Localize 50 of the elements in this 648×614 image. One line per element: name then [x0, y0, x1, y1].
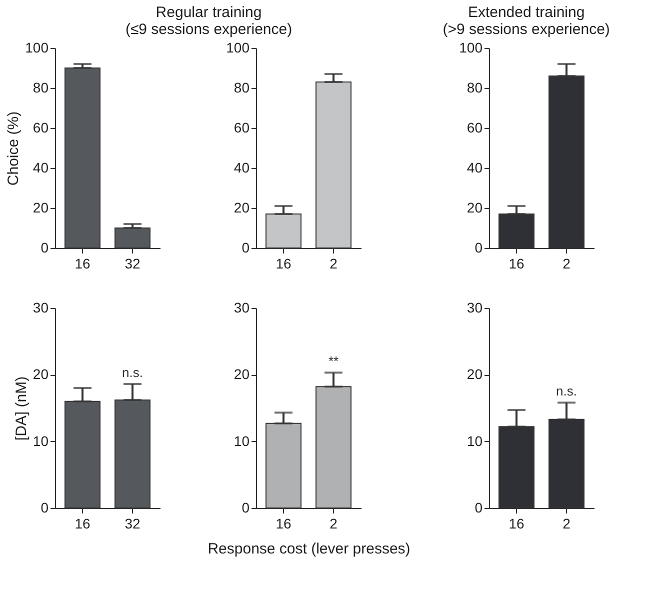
y-tick-label: 20: [234, 366, 250, 382]
x-tick-label: 2: [330, 256, 338, 272]
y-tick-label: 0: [474, 500, 483, 516]
y-tick-label: 60: [32, 120, 49, 136]
y-tick-label: 0: [40, 500, 49, 516]
x-tick-label: 32: [124, 256, 140, 272]
x-tick-label: 16: [508, 256, 524, 272]
y-tick-label: 20: [466, 366, 483, 382]
text: Regular training (≤9 sessions experience): [125, 4, 292, 38]
y-tick-label: 30: [32, 300, 49, 316]
y-tick-label: 40: [32, 160, 49, 176]
x-axis-title: Response cost (lever presses): [208, 540, 410, 558]
y-tick-label: 0: [40, 240, 49, 256]
y-tick-label: 20: [234, 200, 250, 216]
x-tick-label: 16: [276, 516, 292, 532]
chart-title: Extended training (>9 sessions experience): [442, 4, 610, 38]
x-tick-label: 16: [508, 516, 524, 532]
y-tick-label: 40: [466, 160, 483, 176]
y-tick-label: 60: [466, 120, 483, 136]
x-tick-label: 2: [562, 256, 571, 272]
y-tick-label: 0: [474, 240, 483, 256]
y-axis-title: [DA] (nM): [12, 376, 30, 441]
y-tick-label: 100: [25, 40, 49, 56]
x-tick-label: 2: [562, 516, 571, 532]
y-tick-label: 20: [32, 200, 49, 216]
x-tick-label: 16: [74, 256, 90, 272]
x-tick-label: 16: [74, 516, 90, 532]
y-tick-label: 10: [466, 432, 483, 449]
x-tick-label: 32: [124, 516, 140, 532]
y-tick-label: 20: [466, 200, 483, 216]
y-tick-label: 30: [234, 300, 250, 316]
y-tick-label: 80: [234, 80, 250, 96]
y-tick-label: 60: [234, 120, 250, 136]
y-tick-label: 30: [466, 300, 483, 316]
y-tick-label: 20: [32, 366, 49, 382]
x-tick-label: 2: [330, 516, 338, 532]
y-tick-label: 0: [242, 500, 250, 516]
annotation: **: [328, 354, 339, 369]
annotation: n.s.: [122, 365, 143, 380]
annotation: n.s.: [556, 384, 577, 399]
y-tick-label: 0: [242, 240, 250, 256]
y-tick-label: 80: [32, 80, 49, 96]
x-tick-label: 16: [276, 256, 292, 272]
y-tick-label: 40: [234, 160, 250, 176]
y-tick-label: 10: [32, 432, 49, 449]
y-tick-label: 80: [466, 80, 483, 96]
y-tick-label: 100: [226, 40, 250, 56]
y-axis-title: Choice (%): [5, 111, 22, 186]
y-tick-label: 10: [234, 432, 250, 449]
y-tick-label: 100: [459, 40, 483, 56]
